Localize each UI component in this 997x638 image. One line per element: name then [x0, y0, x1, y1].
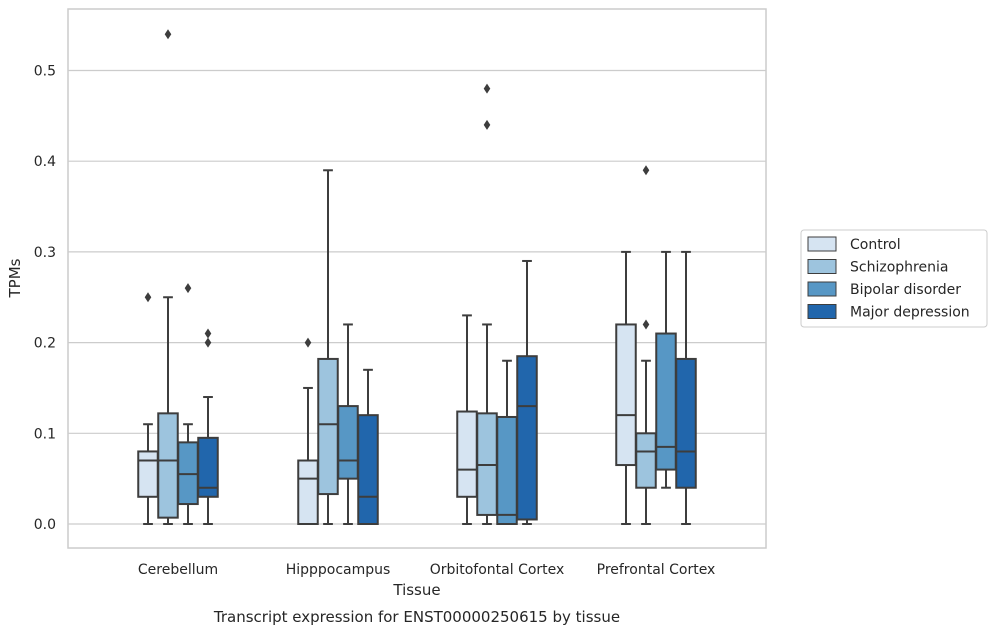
x-tick-label: Orbitofontal Cortex [430, 562, 565, 578]
legend-label: Major depression [850, 305, 970, 321]
box-schizophrenia [317, 169, 339, 525]
iqr-box [635, 432, 657, 489]
iqr-box [655, 332, 677, 471]
outlier-point [184, 283, 192, 294]
iqr-box [496, 415, 518, 525]
box-control [137, 292, 159, 525]
y-tick-label: 0.1 [34, 426, 56, 442]
outlier-point [483, 119, 491, 130]
y-axis-label: TPMs [6, 258, 24, 298]
outlier-point [164, 29, 172, 40]
outlier-point [642, 165, 650, 176]
plot-frame [67, 8, 767, 549]
legend-swatch [807, 236, 837, 252]
y-tick-label: 0.3 [34, 245, 56, 261]
iqr-box [137, 450, 159, 498]
y-tick-label: 0.4 [34, 154, 56, 170]
box-major-depression [357, 368, 379, 525]
x-axis: Cerebellum Hipppocampus Orbitofontal Corte… [138, 562, 715, 578]
iqr-box [675, 357, 697, 489]
box-bipolar-disorder [337, 323, 359, 525]
x-tick-label: Hipppocampus [286, 562, 391, 578]
box-control [297, 337, 319, 526]
iqr-box [456, 410, 478, 498]
box-major-depression [675, 250, 697, 525]
outlier-point [642, 319, 650, 330]
outlier-point [204, 337, 212, 348]
x-tick-label: Cerebellum [138, 562, 218, 578]
legend: Control Schizophrenia Bipolar disorder Majo… [800, 229, 988, 328]
box-schizophrenia [476, 83, 498, 525]
outlier-point [204, 328, 212, 339]
iqr-box [197, 436, 219, 498]
outlier-point [304, 337, 312, 348]
box-control [615, 250, 637, 525]
chart-caption: Transcript expression for ENST0000025061… [213, 608, 620, 626]
box-major-depression [197, 328, 219, 525]
box-bipolar-disorder [496, 359, 518, 525]
iqr-box [317, 357, 339, 496]
box-bipolar-disorder [177, 283, 199, 525]
legend-frame [800, 229, 988, 328]
legend-swatch [807, 259, 837, 274]
y-tick-label: 0.0 [34, 517, 56, 533]
y-axis: 0.0 0.1 0.2 0.3 0.4 0.5 [34, 64, 56, 534]
legend-label: Schizophrenia [850, 260, 948, 276]
box-schizophrenia [635, 165, 657, 525]
iqr-box [297, 459, 319, 526]
iqr-box [516, 355, 538, 521]
legend-swatch [807, 281, 837, 297]
y-tick-label: 0.2 [34, 336, 56, 352]
box-control [456, 314, 478, 525]
legend-label: Bipolar disorder [850, 282, 961, 298]
legend-label: Control [850, 237, 901, 253]
box-bipolar-disorder [655, 250, 677, 489]
box-schizophrenia [157, 29, 179, 525]
y-tick-label: 0.5 [34, 64, 56, 80]
outlier-point [483, 83, 491, 94]
box-major-depression [516, 259, 538, 525]
iqr-box [337, 405, 359, 480]
outlier-point [144, 292, 152, 303]
iqr-box [357, 414, 379, 525]
x-tick-label: Prefrontal Cortex [597, 562, 716, 578]
iqr-box [615, 323, 637, 467]
x-axis-label: Tissue [392, 581, 440, 599]
iqr-box [157, 412, 179, 519]
legend-swatch [807, 304, 837, 319]
plot-area [137, 29, 697, 526]
